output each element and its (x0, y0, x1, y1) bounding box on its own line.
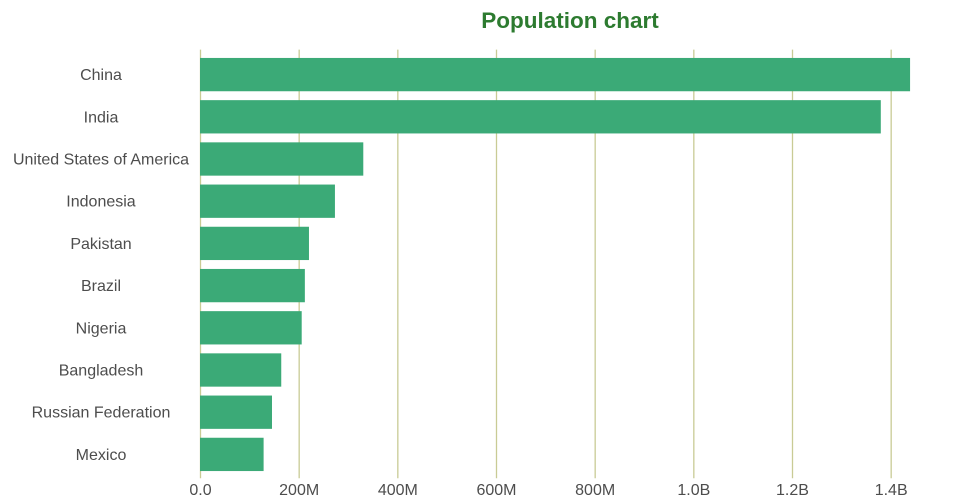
svg-text:1.0B: 1.0B (677, 482, 710, 499)
svg-text:Mexico: Mexico (76, 447, 127, 464)
svg-text:400M: 400M (378, 482, 418, 499)
svg-text:Indonesia: Indonesia (66, 194, 135, 211)
svg-text:Pakistan: Pakistan (70, 236, 131, 253)
svg-text:1.2B: 1.2B (776, 482, 809, 499)
svg-text:India: India (84, 109, 119, 126)
svg-text:Population chart: Population chart (481, 8, 659, 33)
svg-text:0.0: 0.0 (189, 482, 211, 499)
svg-text:Russian Federation: Russian Federation (32, 405, 171, 422)
svg-text:Brazil: Brazil (81, 278, 121, 295)
svg-text:1.4B: 1.4B (875, 482, 908, 499)
svg-text:200M: 200M (279, 482, 319, 499)
svg-text:600M: 600M (476, 482, 516, 499)
svg-text:United States of America: United States of America (13, 152, 189, 169)
svg-text:China: China (80, 67, 122, 84)
svg-text:Nigeria: Nigeria (76, 320, 127, 337)
svg-text:800M: 800M (575, 482, 615, 499)
svg-text:Bangladesh: Bangladesh (59, 363, 144, 380)
